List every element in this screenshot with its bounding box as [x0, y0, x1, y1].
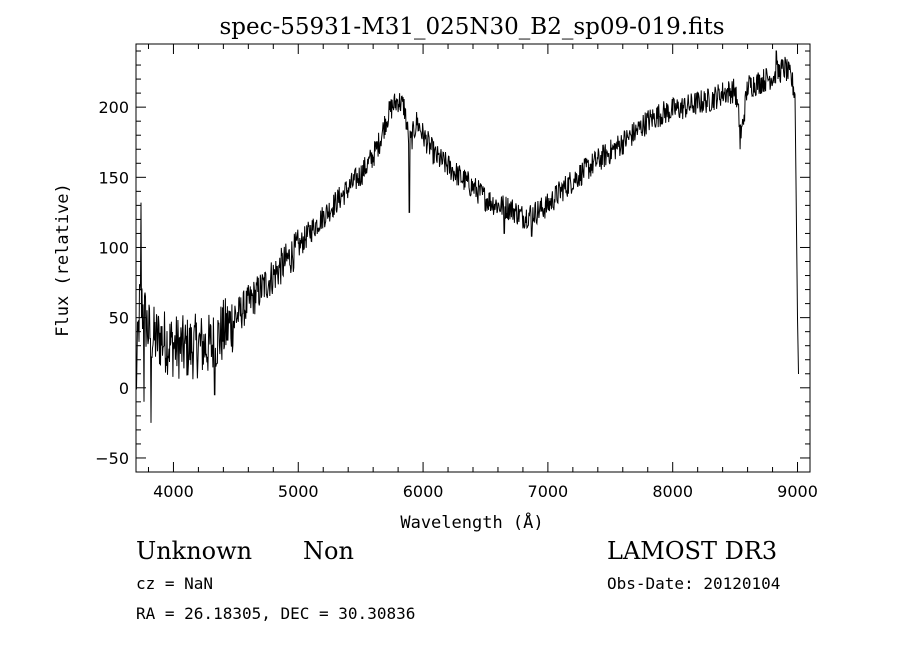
axis-ticks — [136, 44, 810, 472]
x-tick-label: 8000 — [652, 482, 693, 501]
x-tick-label: 6000 — [403, 482, 444, 501]
x-tick-label: 9000 — [777, 482, 818, 501]
y-tick-label: −50 — [95, 449, 129, 468]
y-axis-label: Flux (relative) — [53, 183, 73, 337]
object-subclass: Non — [303, 537, 354, 565]
y-tick-label: 0 — [119, 379, 129, 398]
x-tick-labels: 4000 5000 6000 7000 8000 9000 — [153, 482, 818, 501]
y-tick-label: 50 — [109, 309, 129, 328]
coordinates-text: RA = 26.18305, DEC = 30.30836 — [136, 604, 415, 623]
y-tick-label: 200 — [98, 98, 129, 117]
chart-title: spec-55931-M31_025N30_B2_sp09-019.fits — [219, 14, 724, 40]
y-tick-label: 100 — [98, 238, 129, 257]
y-tick-label: 150 — [98, 168, 129, 187]
redshift-text: cz = NaN — [136, 574, 213, 593]
survey-name: LAMOST DR3 — [607, 537, 777, 565]
plot-frame — [135, 43, 811, 473]
spectrum-line — [135, 50, 799, 423]
object-class: Unknown — [136, 537, 252, 565]
x-axis-label: Wavelength (Å) — [400, 511, 543, 533]
x-tick-label: 5000 — [278, 482, 319, 501]
x-tick-label: 4000 — [153, 482, 194, 501]
obs-date-text: Obs-Date: 20120104 — [607, 574, 780, 593]
y-tick-labels: −50 0 50 100 150 200 — [95, 98, 129, 468]
x-tick-label: 7000 — [528, 482, 569, 501]
